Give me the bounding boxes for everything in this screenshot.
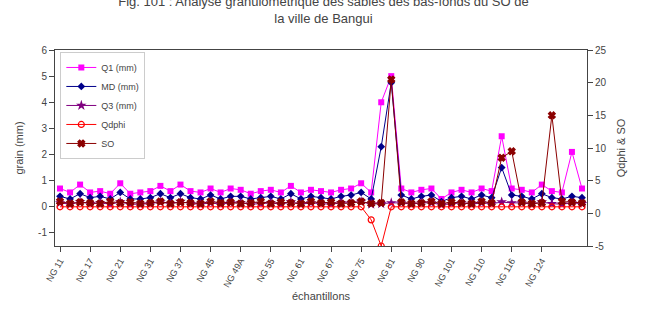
svg-text:NG 11: NG 11 [44,257,65,284]
svg-text:NG 55: NG 55 [255,257,277,285]
svg-text:NG 90: NG 90 [405,257,427,285]
svg-text:20: 20 [595,77,607,88]
svg-text:NG 61: NG 61 [285,257,307,285]
svg-text:NG 81: NG 81 [375,257,397,285]
svg-text:0: 0 [41,201,47,212]
svg-text:MD (mm): MD (mm) [101,82,139,92]
svg-text:-1: -1 [38,227,47,238]
svg-text:Q1 (mm): Q1 (mm) [101,63,137,73]
svg-text:NG 67: NG 67 [315,257,337,285]
svg-text:NG 37: NG 37 [164,257,186,285]
svg-text:NG 45: NG 45 [195,257,217,285]
svg-text:5: 5 [41,71,47,82]
svg-text:25: 25 [595,45,607,56]
svg-text:-5: -5 [595,241,604,252]
svg-text:SO: SO [101,139,114,149]
svg-text:0: 0 [595,208,601,219]
svg-text:10: 10 [595,143,607,154]
svg-text:NG 101: NG 101 [433,257,457,289]
svg-text:Qdphi & SO: Qdphi & SO [615,118,627,177]
svg-text:NG 110: NG 110 [463,257,487,288]
svg-text:NG 75: NG 75 [345,257,367,285]
svg-text:6: 6 [41,45,47,56]
svg-text:échantillons: échantillons [292,290,351,302]
svg-text:5: 5 [595,175,601,186]
svg-text:Qdphi: Qdphi [101,120,125,130]
svg-text:NG 31: NG 31 [134,257,156,285]
svg-text:NG 17: NG 17 [74,257,96,285]
svg-text:1: 1 [41,175,47,186]
svg-text:3: 3 [41,123,47,134]
svg-text:4: 4 [41,97,47,108]
svg-text:15: 15 [595,110,607,121]
svg-text:NG 124: NG 124 [523,257,547,289]
svg-text:grain (mm): grain (mm) [13,121,25,174]
svg-text:NG 49A: NG 49A [222,257,247,290]
svg-text:Fig. 101 : Analyse granulométr: Fig. 101 : Analyse granulométrique des s… [118,0,528,26]
svg-text:2: 2 [41,149,47,160]
svg-text:NG 21: NG 21 [104,257,126,285]
svg-text:Q3 (mm): Q3 (mm) [101,101,137,111]
svg-text:NG 116: NG 116 [494,257,518,288]
